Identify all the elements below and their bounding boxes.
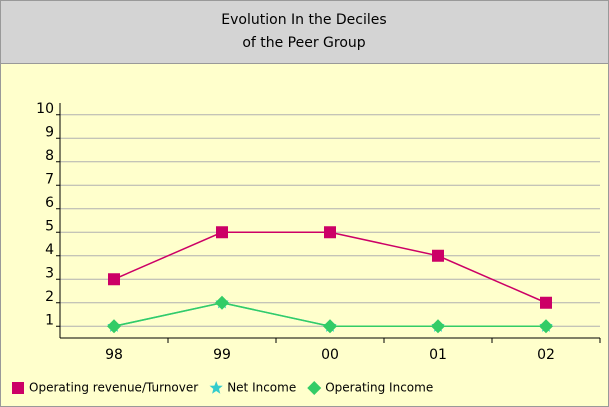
y-tick-label: 4 — [45, 242, 54, 258]
y-tick-label: 8 — [45, 148, 54, 164]
y-tick-label: 6 — [45, 195, 54, 211]
y-tick-label: 10 — [36, 101, 54, 117]
y-tick-label: 9 — [45, 124, 54, 140]
title-band — [0, 0, 609, 64]
data-point — [432, 249, 444, 262]
data-point — [216, 226, 228, 239]
x-tick-label: 02 — [537, 347, 555, 363]
x-tick-label: 01 — [429, 347, 447, 363]
data-point — [215, 295, 229, 310]
data-point — [431, 319, 445, 334]
legend-marker — [209, 381, 223, 394]
data-point — [540, 296, 552, 309]
legend-label: Net Income — [227, 381, 296, 395]
y-tick-label: 2 — [45, 289, 54, 305]
y-tick-label: 5 — [45, 218, 54, 234]
x-tick-label: 00 — [321, 347, 339, 363]
x-tick-label: 99 — [213, 347, 231, 363]
data-point — [323, 319, 337, 334]
chart-title: of the Peer Group — [242, 35, 365, 51]
x-tick-label: 98 — [105, 347, 123, 363]
data-point — [107, 319, 121, 334]
legend-marker — [307, 381, 322, 395]
data-point — [539, 319, 553, 334]
data-point — [108, 273, 120, 286]
data-point — [324, 226, 336, 239]
chart-title: Evolution In the Deciles — [221, 12, 386, 28]
legend-label: Operating revenue/Turnover — [29, 381, 198, 395]
y-tick-label: 1 — [45, 312, 54, 328]
y-tick-label: 7 — [45, 171, 54, 187]
legend-marker — [12, 382, 24, 394]
y-tick-label: 3 — [45, 265, 54, 281]
legend-label: Operating Income — [325, 381, 433, 395]
